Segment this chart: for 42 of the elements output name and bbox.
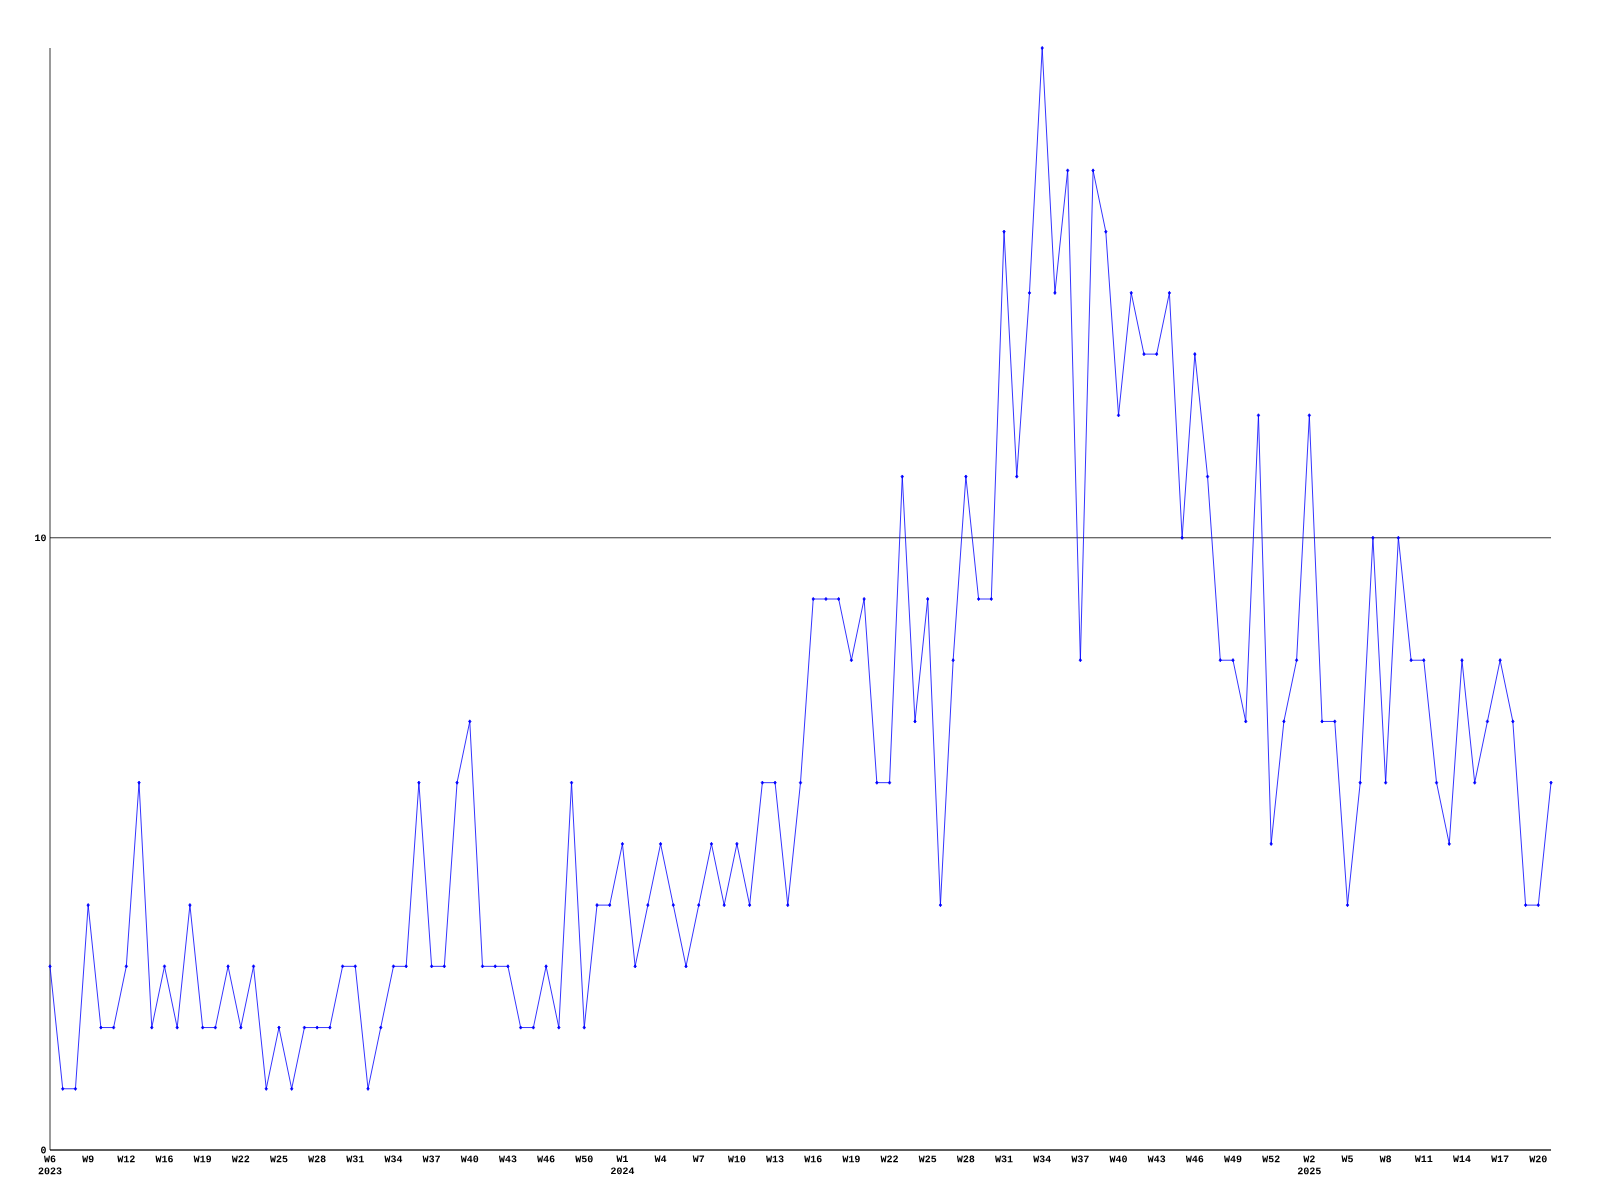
x-tick-label: W20 [1529, 1155, 1547, 1163]
x-tick-label: W52 [1262, 1155, 1280, 1163]
x-tick-label: W19 [842, 1155, 860, 1163]
x-tick-label: W22 [880, 1155, 898, 1163]
x-tick-label: W16 [155, 1155, 173, 1163]
x-tick-label: W12 [117, 1155, 135, 1163]
y-tick-label: 10 [35, 534, 46, 542]
x-tick-label: W5 [1341, 1155, 1353, 1163]
x-tick-label: W31 [995, 1155, 1013, 1163]
x-tick-label: W31 [346, 1155, 364, 1163]
x-tick-label: W9 [82, 1155, 94, 1163]
x-tick-label: W25 [269, 1155, 288, 1163]
x-tick-label: W46 [537, 1155, 555, 1163]
x-tick-label: W4 [654, 1155, 667, 1163]
x-tick-label: W14 [1452, 1155, 1471, 1163]
x-tick-label: W37 [1071, 1155, 1089, 1163]
x-tick-label: W43 [498, 1155, 517, 1163]
x-tick-label: W49 [1224, 1155, 1242, 1163]
y-tick-label: 0 [41, 1146, 46, 1154]
x-tick-label: W1 2024 [611, 1155, 635, 1175]
x-tick-label: W8 [1379, 1155, 1392, 1163]
x-tick-label: W28 [308, 1155, 326, 1163]
x-tick-label: W34 [384, 1155, 403, 1163]
x-tick-label: W28 [956, 1155, 975, 1163]
x-tick-label: W37 [422, 1155, 440, 1163]
x-tick-label: W6 2023 [38, 1155, 62, 1175]
x-tick-label: W19 [193, 1155, 212, 1163]
x-tick-label: W40 [460, 1155, 479, 1163]
x-tick-label: W10 [727, 1155, 746, 1163]
x-tick-label: W13 [766, 1155, 784, 1163]
x-tick-label: W7 [692, 1155, 705, 1163]
x-tick-label: W2 2025 [1297, 1155, 1321, 1175]
x-tick-label: W43 [1147, 1155, 1166, 1163]
x-tick-label: W11 [1414, 1155, 1433, 1163]
x-tick-label: W17 [1491, 1155, 1509, 1163]
x-tick-label: W50 [575, 1155, 593, 1163]
x-tick-label: W16 [804, 1155, 822, 1163]
x-tick-label: W46 [1185, 1155, 1204, 1163]
x-tick-label: W25 [918, 1155, 937, 1163]
x-tick-label: W34 [1033, 1155, 1051, 1163]
x-tick-label: W40 [1109, 1155, 1127, 1163]
x-tick-label: W22 [231, 1155, 250, 1163]
